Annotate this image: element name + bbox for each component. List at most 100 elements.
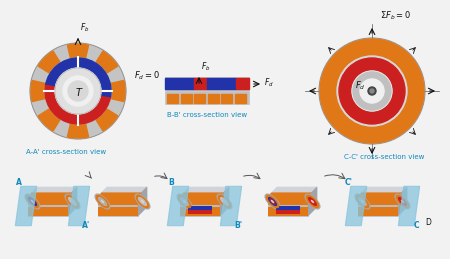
Circle shape [63, 76, 93, 106]
Bar [221, 94, 232, 103]
Circle shape [45, 58, 111, 124]
Bar [165, 78, 194, 89]
Polygon shape [268, 196, 308, 216]
Bar [165, 91, 249, 104]
Polygon shape [220, 186, 242, 226]
Ellipse shape [65, 194, 80, 209]
Circle shape [360, 79, 384, 103]
Circle shape [319, 38, 425, 144]
Text: $T$: $T$ [75, 86, 83, 98]
Wedge shape [95, 109, 118, 131]
Polygon shape [180, 196, 220, 216]
Polygon shape [28, 192, 72, 196]
Bar [207, 94, 219, 103]
Wedge shape [353, 72, 391, 110]
Polygon shape [398, 187, 407, 216]
Polygon shape [358, 192, 401, 196]
Polygon shape [180, 192, 224, 196]
Ellipse shape [311, 200, 314, 203]
Circle shape [68, 81, 88, 101]
Polygon shape [358, 207, 398, 216]
Polygon shape [308, 187, 317, 216]
Wedge shape [45, 95, 111, 124]
Polygon shape [98, 207, 138, 216]
Wedge shape [68, 44, 89, 59]
Circle shape [370, 89, 374, 93]
Ellipse shape [26, 195, 39, 208]
Text: $\Sigma F_b = 0$: $\Sigma F_b = 0$ [380, 10, 411, 22]
Polygon shape [180, 187, 229, 196]
Wedge shape [45, 85, 54, 97]
Bar [180, 94, 192, 103]
Text: D: D [425, 218, 431, 227]
Polygon shape [28, 187, 77, 196]
Ellipse shape [396, 195, 410, 208]
Polygon shape [28, 196, 68, 216]
Ellipse shape [138, 197, 147, 206]
Polygon shape [180, 207, 220, 216]
Ellipse shape [271, 200, 274, 203]
Ellipse shape [71, 200, 74, 203]
Circle shape [352, 71, 392, 111]
Polygon shape [28, 207, 68, 216]
Bar [167, 94, 178, 103]
Polygon shape [15, 186, 37, 226]
Polygon shape [167, 186, 189, 226]
Ellipse shape [68, 197, 77, 206]
Ellipse shape [217, 194, 232, 209]
Polygon shape [188, 210, 212, 214]
Text: C: C [414, 221, 419, 230]
Wedge shape [31, 81, 46, 102]
Polygon shape [138, 187, 147, 216]
Ellipse shape [28, 197, 37, 206]
Ellipse shape [398, 197, 407, 206]
Text: A': A' [82, 221, 90, 230]
Polygon shape [98, 192, 142, 196]
Bar [234, 94, 246, 103]
Ellipse shape [98, 197, 107, 206]
Ellipse shape [401, 200, 404, 203]
Polygon shape [188, 206, 212, 210]
Ellipse shape [183, 200, 186, 203]
Wedge shape [339, 58, 405, 124]
Text: B': B' [234, 221, 243, 230]
Text: $F_b$: $F_b$ [80, 21, 90, 34]
Wedge shape [102, 85, 111, 97]
Polygon shape [268, 196, 308, 205]
Ellipse shape [270, 198, 275, 205]
Wedge shape [38, 51, 60, 74]
Ellipse shape [395, 194, 410, 209]
Polygon shape [180, 196, 220, 205]
Polygon shape [358, 196, 398, 205]
Bar [207, 78, 236, 89]
Ellipse shape [135, 194, 150, 209]
Circle shape [368, 87, 376, 95]
Polygon shape [98, 196, 138, 216]
Text: B: B [168, 178, 174, 187]
Ellipse shape [223, 200, 226, 203]
Polygon shape [358, 187, 407, 196]
Ellipse shape [268, 197, 277, 206]
Ellipse shape [95, 194, 110, 209]
Text: B-B' cross-section view: B-B' cross-section view [167, 112, 247, 118]
Text: C-C' cross-section view: C-C' cross-section view [344, 154, 424, 160]
Ellipse shape [180, 197, 189, 206]
Ellipse shape [356, 195, 369, 208]
Polygon shape [220, 187, 229, 216]
Ellipse shape [178, 195, 191, 208]
Ellipse shape [135, 195, 149, 208]
Text: $F_d$: $F_d$ [264, 77, 274, 89]
Ellipse shape [358, 197, 367, 206]
Bar [236, 78, 249, 89]
Text: $F_d = 0$: $F_d = 0$ [134, 70, 160, 82]
Ellipse shape [31, 200, 34, 203]
Circle shape [30, 43, 126, 139]
Polygon shape [345, 186, 367, 226]
Polygon shape [268, 192, 311, 196]
Polygon shape [28, 196, 68, 205]
Polygon shape [276, 210, 300, 214]
Circle shape [55, 68, 101, 114]
Ellipse shape [218, 195, 231, 208]
Ellipse shape [66, 195, 79, 208]
Bar [165, 77, 249, 90]
